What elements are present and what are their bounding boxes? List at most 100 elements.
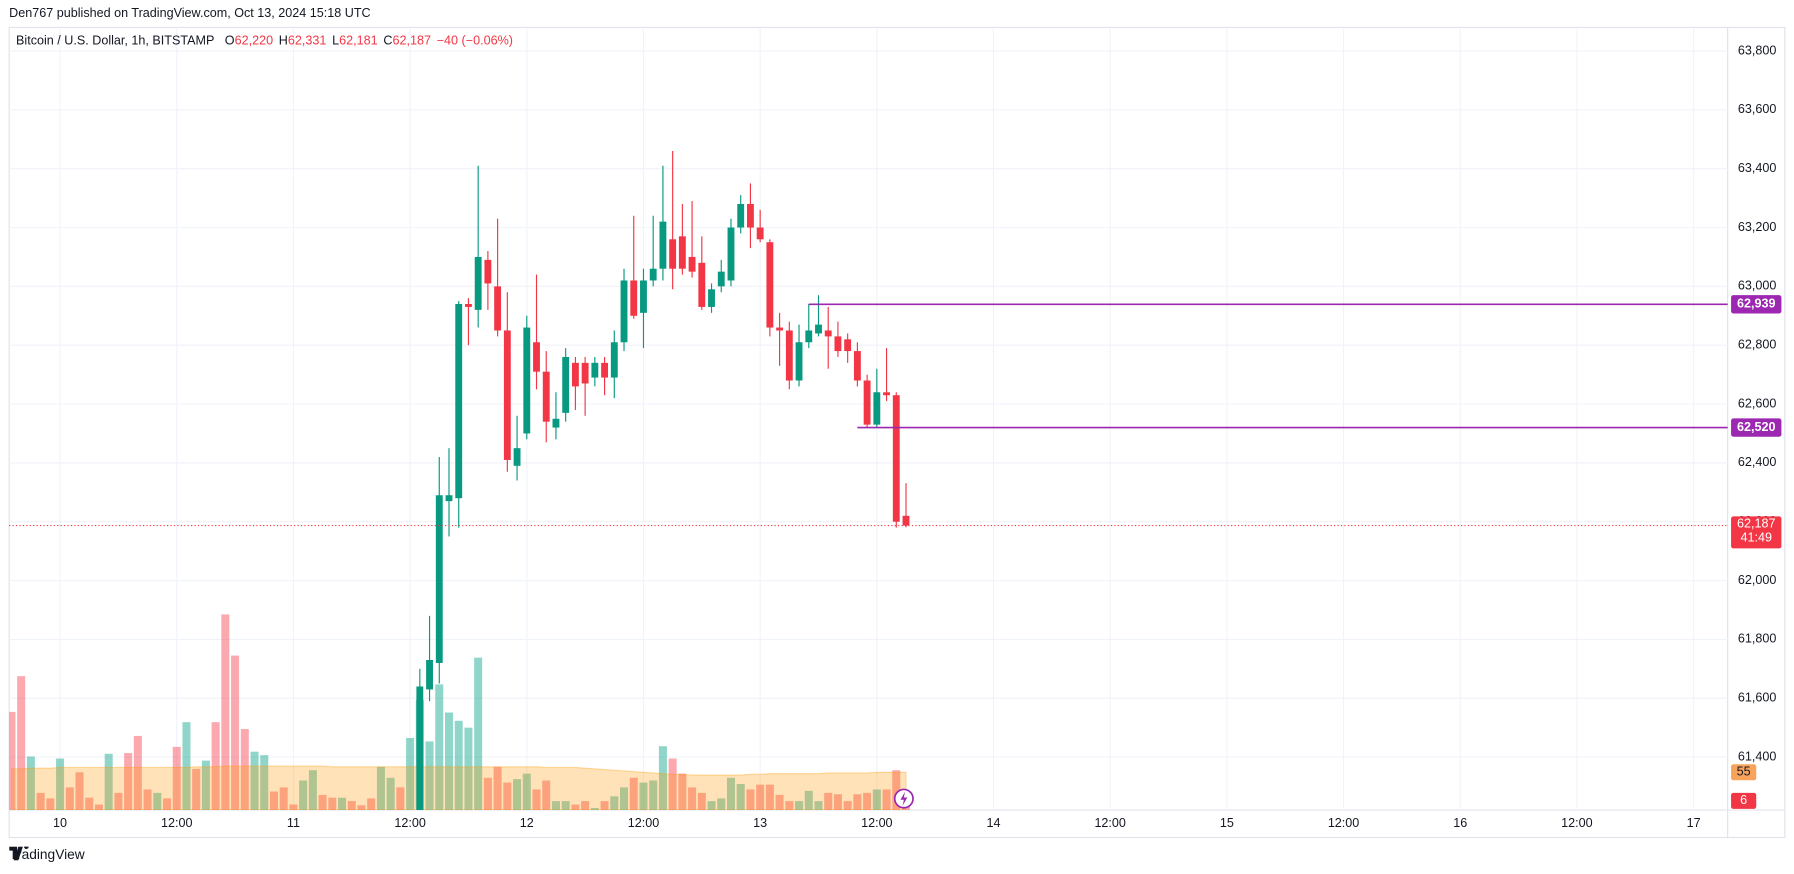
volume-bar xyxy=(192,768,201,811)
candle-body xyxy=(620,280,628,343)
last-price-label: 62,187 xyxy=(1737,517,1775,531)
volume-bar xyxy=(513,779,522,811)
x-tick-label: 10 xyxy=(53,816,67,830)
volume-label-box xyxy=(1731,792,1757,809)
volume-bar xyxy=(318,794,327,811)
countdown-label: 41:49 xyxy=(1740,530,1771,544)
x-tick-label: 12:00 xyxy=(1328,816,1359,830)
volume-bar xyxy=(143,789,152,811)
candle-body xyxy=(435,495,443,663)
volume-bar xyxy=(17,676,26,811)
candle-body xyxy=(465,304,472,307)
volume-bar xyxy=(726,777,735,811)
volume-bar xyxy=(124,753,133,811)
volume-bar xyxy=(94,804,103,811)
volume-bar xyxy=(172,746,181,811)
volume-bar xyxy=(289,804,298,811)
x-tick-label: 12:00 xyxy=(628,816,659,830)
candle-body xyxy=(503,330,511,460)
legend-key: C xyxy=(383,34,393,49)
candle-body xyxy=(727,227,735,281)
chart-frame xyxy=(8,26,1786,839)
candle-body xyxy=(853,351,861,381)
candle-body xyxy=(766,242,774,328)
candle-body xyxy=(581,362,589,384)
candles xyxy=(416,151,910,811)
candle-body xyxy=(863,380,871,425)
volume-bar xyxy=(814,801,823,811)
volume-bar xyxy=(46,798,55,811)
volume-bar xyxy=(75,772,84,811)
volume-bar xyxy=(620,787,629,811)
volume-bar xyxy=(56,758,65,811)
candle-body xyxy=(688,256,696,272)
volume-bar xyxy=(104,753,113,811)
candle-body xyxy=(892,395,900,522)
volume-ma-label: 55 xyxy=(1737,765,1751,779)
volume-bar xyxy=(503,782,512,811)
y-tick-label: 62,600 xyxy=(1738,396,1776,410)
volume-bar xyxy=(201,760,210,811)
volume-bar xyxy=(357,805,366,811)
legend-value: 62,181 xyxy=(339,34,378,49)
level-label-box xyxy=(1731,295,1782,314)
volume-bar xyxy=(756,784,765,811)
volume-bar xyxy=(328,797,337,811)
volume-bar xyxy=(581,801,590,811)
volume-bar xyxy=(425,741,434,811)
volume-bar xyxy=(629,777,638,811)
logo-icon xyxy=(9,846,29,861)
x-tick-label: 12:00 xyxy=(394,816,425,830)
volume-bar xyxy=(240,729,249,811)
candle-body xyxy=(746,203,754,228)
candle-body xyxy=(455,304,463,499)
volume-bar xyxy=(658,746,667,811)
candle-body xyxy=(533,342,540,372)
candle-body xyxy=(844,339,852,352)
candle-body xyxy=(513,448,521,466)
volume-bar xyxy=(590,807,599,811)
volume-bar xyxy=(474,657,483,811)
y-tick-label: 61,600 xyxy=(1738,691,1776,705)
candle-body xyxy=(824,330,832,337)
volume-bar xyxy=(717,798,726,811)
y-tick-label: 63,400 xyxy=(1738,161,1776,175)
volume-bar xyxy=(26,756,35,811)
candle-body xyxy=(785,330,793,381)
volume-bar xyxy=(444,712,454,811)
x-tick-label: 13 xyxy=(753,816,767,830)
candle-body xyxy=(649,268,657,281)
legend-value: 62,331 xyxy=(287,34,327,49)
x-tick-label: 12:00 xyxy=(161,816,192,830)
candle-body xyxy=(834,336,842,352)
volume-bar xyxy=(863,792,872,811)
candle-body xyxy=(445,495,453,502)
candle-body xyxy=(737,203,745,228)
candle-body xyxy=(591,362,599,378)
volume-bar xyxy=(882,789,891,811)
volume-bar xyxy=(133,735,142,811)
volume-bar xyxy=(785,801,794,811)
candle-body xyxy=(416,686,424,811)
volume-bar xyxy=(9,711,16,811)
volume-bar xyxy=(795,801,804,811)
volume-bar xyxy=(376,766,385,811)
volume-bar xyxy=(532,789,541,811)
volume-bar xyxy=(775,794,784,811)
volume-bar xyxy=(824,792,833,811)
volume-bar xyxy=(338,797,347,811)
candle-body xyxy=(562,356,570,413)
volume-bar xyxy=(65,787,74,811)
legend-value: 62,220 xyxy=(234,34,274,49)
volume-bar xyxy=(347,801,356,811)
y-tick-label: 62,400 xyxy=(1738,455,1776,469)
level-label-box xyxy=(1731,418,1782,437)
volume-bar xyxy=(367,798,376,811)
y-tick-label: 61,800 xyxy=(1738,632,1776,646)
volume-ma-label-box xyxy=(1731,764,1757,781)
volume-bar xyxy=(522,773,531,811)
level-label: 62,939 xyxy=(1737,297,1775,311)
candle-body xyxy=(873,392,881,425)
y-tick-label: 62,000 xyxy=(1738,573,1776,587)
